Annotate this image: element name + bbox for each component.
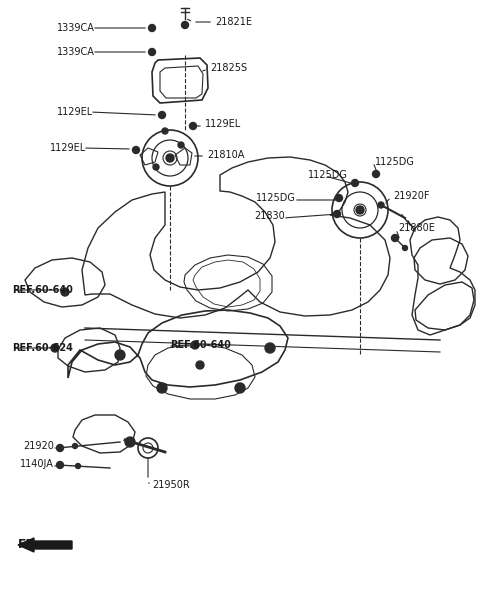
Circle shape (61, 288, 69, 296)
Circle shape (178, 142, 184, 148)
Text: 1125DG: 1125DG (375, 157, 415, 167)
Circle shape (336, 195, 343, 202)
Circle shape (191, 341, 199, 349)
Text: 21830: 21830 (254, 211, 285, 221)
Circle shape (125, 437, 135, 447)
Text: 21825S: 21825S (210, 63, 247, 73)
Text: REF.60-624: REF.60-624 (12, 343, 73, 353)
Text: 21880E: 21880E (398, 223, 435, 233)
Circle shape (132, 146, 140, 154)
Circle shape (57, 445, 63, 451)
Text: REF.60-640: REF.60-640 (170, 340, 231, 350)
Text: 1140JA: 1140JA (20, 459, 54, 469)
Text: 21950R: 21950R (152, 480, 190, 490)
Circle shape (153, 164, 159, 170)
Circle shape (162, 128, 168, 134)
Text: REF.60-640: REF.60-640 (12, 285, 73, 295)
Circle shape (334, 211, 340, 218)
Circle shape (51, 344, 59, 352)
Circle shape (378, 202, 384, 208)
Text: 1125DG: 1125DG (256, 193, 296, 203)
Circle shape (190, 123, 196, 129)
Circle shape (265, 343, 275, 353)
Circle shape (372, 171, 380, 177)
Circle shape (158, 111, 166, 119)
Text: 21810A: 21810A (207, 150, 244, 160)
Text: 21920F: 21920F (393, 191, 430, 201)
Circle shape (181, 21, 189, 28)
Circle shape (75, 464, 81, 468)
Text: 1339CA: 1339CA (57, 47, 95, 57)
Circle shape (351, 180, 359, 187)
Circle shape (403, 246, 408, 250)
Circle shape (157, 383, 167, 393)
Text: 1129EL: 1129EL (50, 143, 86, 153)
Circle shape (57, 461, 63, 468)
Circle shape (235, 383, 245, 393)
FancyArrow shape (18, 538, 72, 552)
Text: 1125DG: 1125DG (308, 170, 348, 180)
Circle shape (72, 444, 77, 448)
Text: 21920: 21920 (23, 441, 54, 451)
Text: 1129EL: 1129EL (205, 119, 241, 129)
Circle shape (356, 206, 364, 214)
Circle shape (196, 361, 204, 369)
Text: FR.: FR. (18, 538, 41, 551)
Text: 1339CA: 1339CA (57, 23, 95, 33)
Circle shape (166, 154, 174, 162)
Circle shape (392, 234, 398, 241)
Circle shape (115, 350, 125, 360)
Text: 21821E: 21821E (215, 17, 252, 27)
Circle shape (148, 49, 156, 56)
Circle shape (148, 24, 156, 31)
Text: 1129EL: 1129EL (57, 107, 93, 117)
